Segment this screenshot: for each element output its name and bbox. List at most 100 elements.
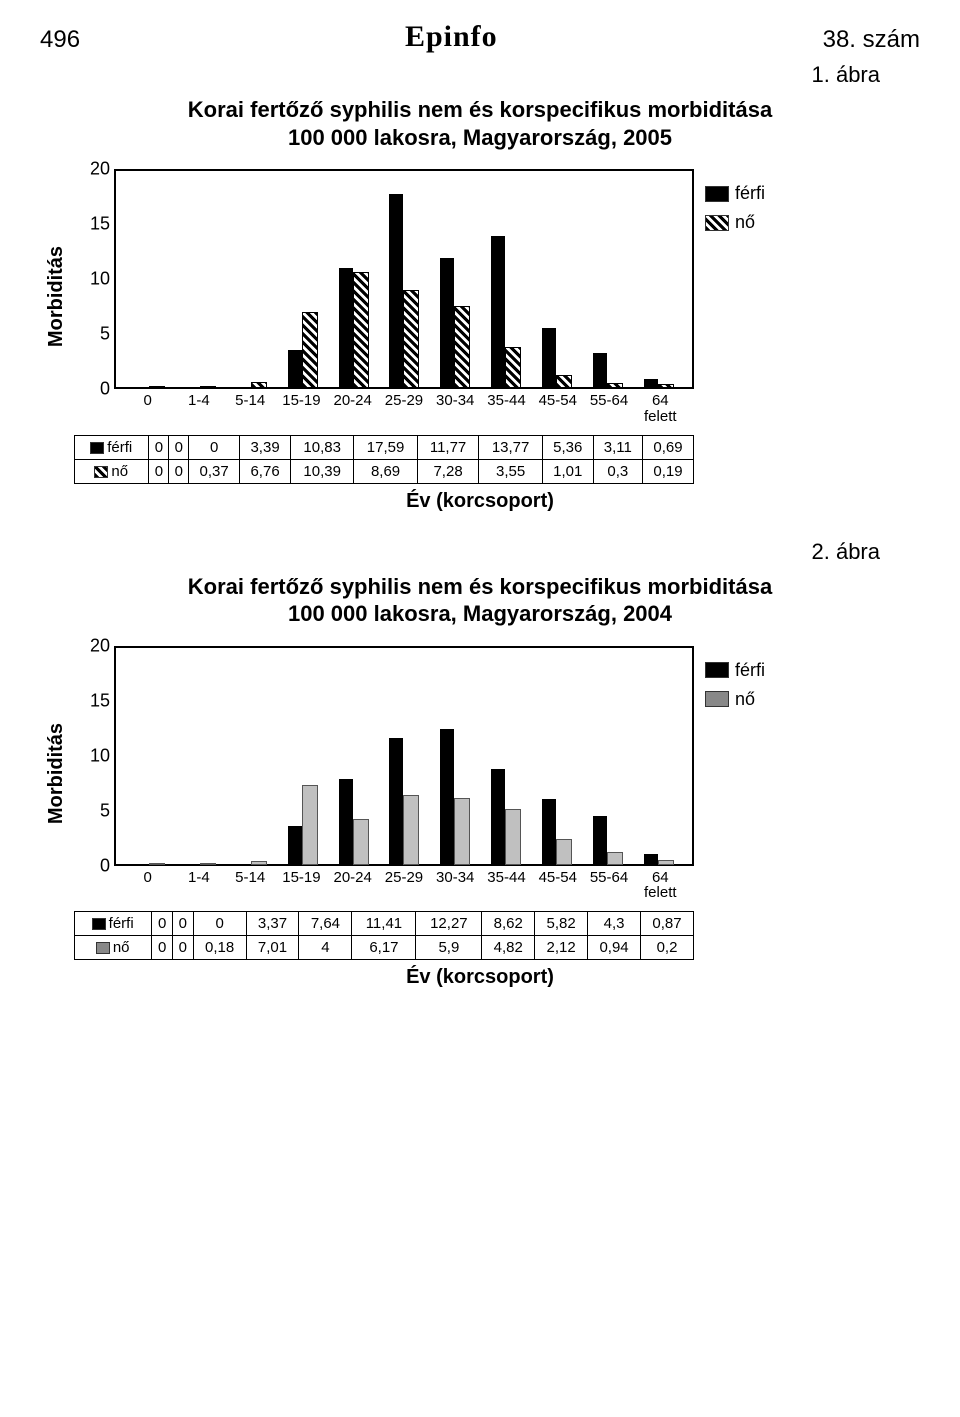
legend-item-ferfi: férfi bbox=[706, 183, 765, 204]
bar-no bbox=[404, 796, 418, 864]
bar-group bbox=[277, 171, 328, 387]
bar-ferfi bbox=[542, 799, 556, 863]
table-cell: 0,94 bbox=[588, 936, 641, 960]
bar-group bbox=[582, 648, 633, 864]
ytick: 10 bbox=[90, 745, 110, 766]
bar-group bbox=[379, 648, 430, 864]
bar-ferfi bbox=[389, 738, 403, 864]
xtick: 20-24 bbox=[327, 866, 378, 902]
bar-group bbox=[175, 648, 226, 864]
table-cell: 5,9 bbox=[416, 936, 482, 960]
ytick: 20 bbox=[90, 635, 110, 656]
table-cell: 5,82 bbox=[535, 912, 588, 936]
figure1-label: 1. ábra bbox=[40, 62, 880, 88]
xtick: 5-14 bbox=[225, 389, 276, 425]
table-cell: 7,64 bbox=[299, 912, 352, 936]
ytick: 0 bbox=[100, 379, 110, 400]
ytick: 15 bbox=[90, 690, 110, 711]
bar-group bbox=[379, 171, 430, 387]
xtick: 15-19 bbox=[276, 389, 327, 425]
bar-ferfi bbox=[644, 379, 658, 387]
table-cell: 0 bbox=[173, 912, 194, 936]
table-row: nő000,376,7610,398,697,283,551,010,30,19 bbox=[75, 459, 694, 483]
bar-ferfi bbox=[491, 769, 505, 864]
figure2-title-line2: 100 000 lakosra, Magyarország, 2004 bbox=[288, 601, 672, 626]
ytick: 10 bbox=[90, 269, 110, 290]
xtick: 1-4 bbox=[173, 866, 224, 902]
table-cell: 3,11 bbox=[593, 435, 642, 459]
legend-label: férfi bbox=[735, 660, 765, 681]
xtick: 45-54 bbox=[532, 866, 583, 902]
figure1-legend: férfinő bbox=[706, 169, 765, 241]
bar-no bbox=[455, 799, 469, 864]
figure2-yaxis-label: Morbiditás bbox=[40, 646, 74, 902]
table-cell: 0,37 bbox=[189, 459, 240, 483]
ytick: 15 bbox=[90, 214, 110, 235]
xtick: 25-29 bbox=[378, 866, 429, 902]
bar-no bbox=[506, 810, 520, 863]
table-cell: 0,19 bbox=[642, 459, 693, 483]
bar-no bbox=[608, 384, 622, 387]
bar-group bbox=[226, 648, 277, 864]
xtick: 55-64 bbox=[583, 866, 634, 902]
bar-group bbox=[328, 171, 379, 387]
xtick: 0 bbox=[122, 389, 173, 425]
table-cell: 0,3 bbox=[593, 459, 642, 483]
figure1-plot bbox=[114, 169, 694, 389]
legend-swatch bbox=[706, 216, 728, 230]
bar-ferfi bbox=[389, 194, 403, 387]
bar-ferfi bbox=[542, 328, 556, 387]
table-cell: 11,41 bbox=[352, 912, 416, 936]
figure1-xticks: 01-45-1415-1920-2425-2930-3435-4445-5455… bbox=[74, 389, 694, 425]
bar-group bbox=[429, 171, 480, 387]
figure2-title: Korai fertőző syphilis nem és korspecifi… bbox=[40, 573, 920, 628]
table-cell: 12,27 bbox=[416, 912, 482, 936]
legend-label: férfi bbox=[735, 183, 765, 204]
bar-group bbox=[175, 171, 226, 387]
table-cell: 7,28 bbox=[417, 459, 479, 483]
xtick: 35-44 bbox=[481, 866, 532, 902]
table-cell: 8,62 bbox=[482, 912, 535, 936]
xtick: 25-29 bbox=[378, 389, 429, 425]
table-cell: 0 bbox=[169, 459, 189, 483]
xtick: 5-14 bbox=[225, 866, 276, 902]
xtick: 45-54 bbox=[532, 389, 583, 425]
figure2-legend: férfi nő bbox=[706, 646, 765, 718]
table-cell: 0,69 bbox=[642, 435, 693, 459]
bar-no bbox=[455, 307, 469, 387]
xtick: 1-4 bbox=[173, 389, 224, 425]
table-cell: 5,36 bbox=[542, 435, 593, 459]
table-cell: 1,01 bbox=[542, 459, 593, 483]
legend-swatch bbox=[706, 692, 728, 706]
bar-no bbox=[659, 861, 673, 863]
header-page-number: 496 bbox=[40, 26, 80, 54]
bar-no bbox=[404, 291, 418, 387]
table-cell: 8,69 bbox=[354, 459, 417, 483]
legend-item-ferfi: férfi bbox=[706, 660, 765, 681]
legend-item-no: nő bbox=[706, 689, 765, 710]
figure1-title-line1: Korai fertőző syphilis nem és korspecifi… bbox=[188, 97, 772, 122]
bar-group bbox=[328, 648, 379, 864]
xtick: 64felett bbox=[635, 866, 686, 902]
xtick: 35-44 bbox=[481, 389, 532, 425]
table-cell: 0,2 bbox=[641, 936, 694, 960]
table-rowhead: nő bbox=[75, 459, 149, 483]
bar-group bbox=[531, 648, 582, 864]
bar-no bbox=[252, 383, 266, 387]
bar-ferfi bbox=[339, 268, 353, 387]
table-cell: 4,82 bbox=[482, 936, 535, 960]
figure2-data-table: férfi0003,377,6411,4112,278,625,824,30,8… bbox=[74, 911, 694, 960]
figure1-yticks: 05101520 bbox=[74, 169, 114, 389]
figure2-label: 2. ábra bbox=[40, 539, 880, 565]
table-cell: 3,37 bbox=[246, 912, 299, 936]
legend-swatch bbox=[706, 663, 728, 677]
table-cell: 7,01 bbox=[246, 936, 299, 960]
bar-no bbox=[608, 853, 622, 863]
legend-label: nő bbox=[735, 689, 755, 710]
figure1-data-table: férfi0003,3910,8317,5911,7713,775,363,11… bbox=[74, 435, 694, 484]
bar-ferfi bbox=[593, 353, 607, 387]
xtick: 30-34 bbox=[430, 866, 481, 902]
bar-ferfi bbox=[593, 816, 607, 863]
table-cell: 0 bbox=[169, 435, 189, 459]
header-issue: 38. szám bbox=[823, 26, 920, 54]
